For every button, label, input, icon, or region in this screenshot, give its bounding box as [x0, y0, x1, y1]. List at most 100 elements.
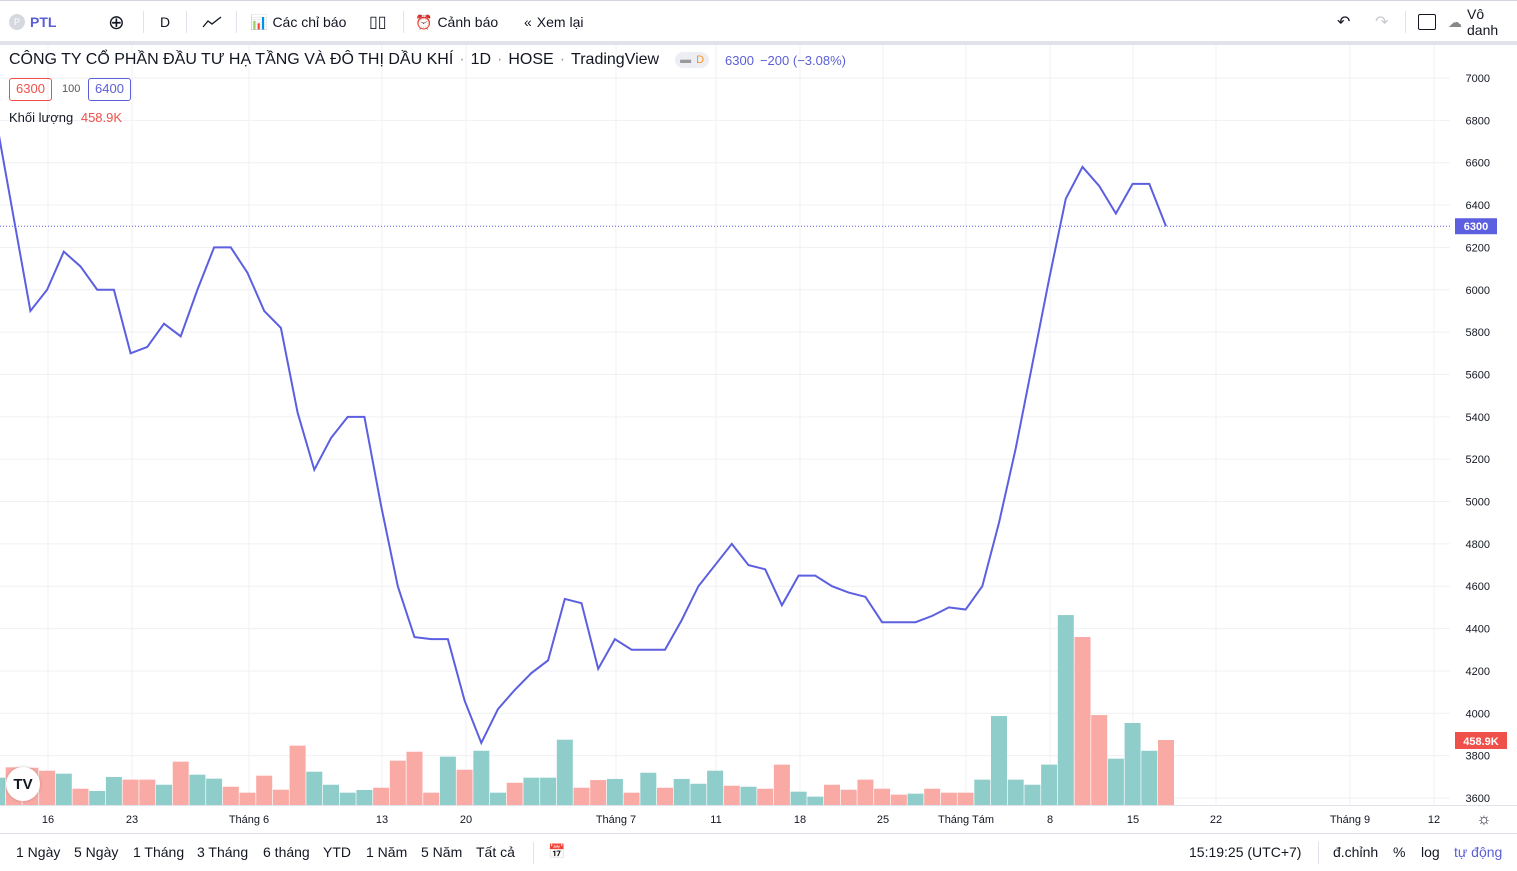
- x-tick-label: 13: [376, 814, 388, 826]
- volume-bar: [723, 785, 740, 805]
- volume-bar: [1107, 758, 1124, 805]
- templates-grid-icon[interactable]: ▯▯: [369, 14, 387, 31]
- x-tick-label: 25: [877, 814, 889, 826]
- percent-toggle[interactable]: %: [1393, 844, 1406, 860]
- data-delay-badge[interactable]: ▬ D: [675, 52, 710, 68]
- x-tick-label: 16: [42, 814, 54, 826]
- price-change-value: −200 (−3.08%): [759, 52, 846, 68]
- symbol-search-button[interactable]: P PTL: [9, 1, 56, 43]
- fullscreen-icon[interactable]: [1418, 1, 1436, 43]
- rewind-icon: «: [524, 14, 532, 30]
- volume-bar: [907, 793, 924, 805]
- volume-bar: [89, 790, 106, 805]
- volume-bar: [623, 792, 640, 805]
- symbol-logo: P: [9, 14, 25, 30]
- indicators-label: Các chỉ báo: [272, 14, 347, 30]
- volume-bar: [590, 780, 607, 805]
- range-button[interactable]: 5 Năm: [421, 844, 463, 860]
- range-button[interactable]: 1 Tháng: [133, 844, 185, 860]
- volume-bar: [523, 777, 540, 805]
- interval-label: 1D: [470, 51, 492, 68]
- volume-legend: Khối lượng 458.9K: [9, 110, 122, 125]
- y-tick-label: 5400: [1466, 412, 1490, 424]
- volume-bar: [773, 764, 790, 805]
- cloud-icon: ☁: [1448, 13, 1462, 30]
- volume-bar: [807, 796, 824, 805]
- x-tick-label: 18: [794, 814, 806, 826]
- y-tick-label: 5600: [1466, 369, 1490, 381]
- volume-bar: [306, 771, 323, 805]
- range-button[interactable]: 6 tháng: [263, 844, 310, 860]
- volume-bar: [1141, 750, 1158, 805]
- y-tick-label: 3600: [1466, 793, 1490, 805]
- volume-bar: [540, 777, 557, 805]
- compare-plus-icon[interactable]: ⊕: [108, 11, 125, 34]
- top-toolbar: P PTL ⊕ D 📊 Các chỉ báo ▯▯ ⏰ Cảnh báo « …: [0, 0, 1517, 42]
- x-tick-label: Tháng 6: [229, 814, 269, 826]
- y-tick-label: 4400: [1466, 624, 1490, 636]
- settings-gear-icon[interactable]: ☼: [1477, 811, 1492, 828]
- volume-bar: [473, 750, 490, 805]
- time-axis[interactable]: [0, 806, 1517, 833]
- volume-bar: [206, 778, 223, 805]
- volume-bar: [1057, 615, 1074, 805]
- goto-date-calendar-icon[interactable]: 📅: [548, 843, 566, 859]
- volume-bar: [874, 788, 891, 805]
- volume-bar: [556, 739, 573, 805]
- redo-icon[interactable]: ↷: [1375, 14, 1389, 31]
- volume-bar: [1124, 722, 1141, 805]
- sell-price-button[interactable]: 6300: [9, 78, 52, 101]
- tradingview-logo[interactable]: TV: [6, 767, 40, 801]
- log-toggle[interactable]: log: [1421, 844, 1440, 860]
- alerts-button[interactable]: ⏰ Cảnh báo: [415, 1, 498, 43]
- save-layout-button[interactable]: ☁ Vô danh: [1448, 1, 1517, 43]
- last-price-tag-label: 6300: [1464, 221, 1488, 233]
- volume-bar: [39, 770, 56, 805]
- volume-bar: [840, 789, 857, 805]
- undo-icon[interactable]: ↶: [1337, 14, 1351, 31]
- volume-bar: [740, 786, 757, 805]
- x-tick-label: Tháng 9: [1330, 814, 1370, 826]
- y-tick-label: 7000: [1466, 73, 1490, 85]
- auto-scale-toggle[interactable]: tự động: [1454, 844, 1503, 860]
- bottom-toolbar: 1 Ngày 5 Ngày 1 Tháng 3 Tháng 6 tháng YTD 1 Nă…: [0, 833, 1517, 871]
- range-button[interactable]: 3 Tháng: [197, 844, 249, 860]
- last-price-tag: [1455, 218, 1497, 235]
- replay-label: Xem lại: [536, 14, 584, 30]
- indicators-button[interactable]: 📊 Các chỉ báo: [250, 1, 346, 43]
- range-button[interactable]: 1 Năm: [366, 844, 408, 860]
- last-volume-tag: [1455, 732, 1507, 749]
- symbol-label: PTL: [30, 14, 57, 30]
- adjust-toggle[interactable]: đ.chỉnh: [1333, 844, 1379, 860]
- volume-bar: [406, 751, 423, 805]
- source-label: TradingView: [571, 51, 660, 68]
- clock-time[interactable]: 15:19:25 (UTC+7): [1189, 844, 1302, 860]
- buy-price-button[interactable]: 6400: [88, 78, 131, 101]
- volume-bar: [389, 760, 406, 805]
- range-button[interactable]: YTD: [323, 844, 351, 860]
- y-tick-label: 4800: [1466, 539, 1490, 551]
- volume-label: Khối lượng: [9, 110, 74, 125]
- alerts-label: Cảnh báo: [437, 14, 499, 30]
- replay-button[interactable]: « Xem lại: [524, 1, 583, 43]
- y-tick-label: 4200: [1466, 666, 1490, 678]
- volume-bar: [857, 779, 874, 805]
- y-tick-label: 4000: [1466, 708, 1490, 720]
- chart-type-line-icon[interactable]: [202, 1, 222, 43]
- range-button[interactable]: 5 Ngày: [74, 844, 119, 860]
- range-button[interactable]: Tất cả: [476, 844, 515, 860]
- y-tick-label: 6400: [1466, 200, 1490, 212]
- volume-bar: [222, 786, 239, 805]
- volume-bar: [924, 788, 941, 805]
- y-tick-label: 4600: [1466, 581, 1490, 593]
- y-tick-label: 6800: [1466, 115, 1490, 127]
- volume-bar: [172, 761, 189, 805]
- y-tick-label: 6200: [1466, 242, 1490, 254]
- volume-bar: [373, 787, 390, 805]
- volume-bar: [323, 784, 339, 805]
- alarm-clock-icon: ⏰: [415, 13, 433, 30]
- range-button[interactable]: 1 Ngày: [16, 844, 61, 860]
- volume-bar: [423, 792, 440, 805]
- interval-button[interactable]: D: [160, 14, 171, 30]
